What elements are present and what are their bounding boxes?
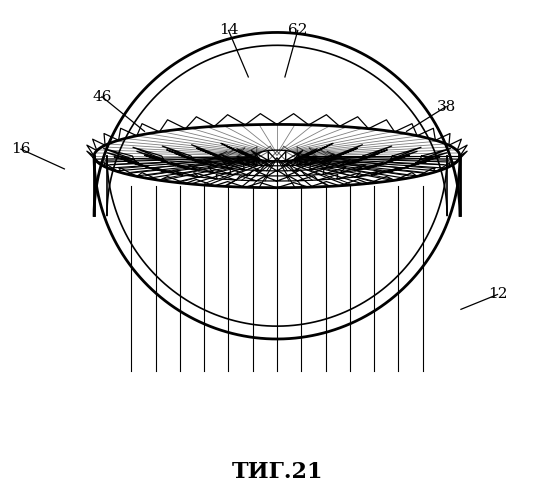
Text: 46: 46: [92, 90, 112, 104]
Text: 38: 38: [437, 100, 456, 114]
Text: 62: 62: [288, 24, 307, 38]
Text: 14: 14: [219, 24, 238, 38]
Text: 12: 12: [488, 288, 507, 302]
Text: 16: 16: [11, 142, 30, 156]
Text: ΤИГ.21: ΤИГ.21: [231, 462, 323, 483]
